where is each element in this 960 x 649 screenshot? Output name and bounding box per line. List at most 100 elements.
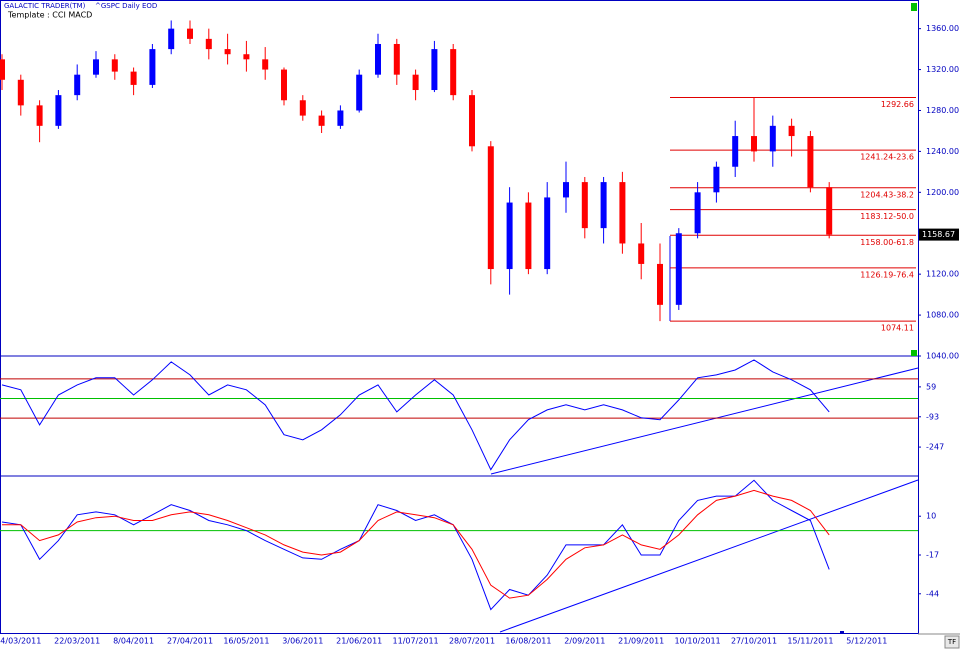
cci-trendline [490, 367, 919, 475]
fib-label: 1126.19-76.4 [860, 270, 914, 279]
candle-body [600, 182, 607, 229]
y-tick-label: 1040.00 [926, 352, 959, 361]
candle-body [224, 49, 231, 55]
x-tick-label: 16/05/2011 [223, 637, 269, 646]
macd-trendline [499, 479, 919, 633]
panel-handle[interactable] [911, 350, 917, 356]
y-tick-label: 1280.00 [926, 106, 959, 115]
candle-body [299, 100, 306, 116]
x-tick-label: 3/06/2011 [282, 637, 323, 646]
candle-body [168, 28, 175, 50]
fib-label: 1074.11 [881, 324, 914, 333]
x-tick-label: 21/06/2011 [336, 637, 382, 646]
last-price-label: 1158.67 [922, 230, 955, 239]
candle-body [262, 59, 269, 70]
candle-body [788, 125, 795, 137]
candle-body [675, 233, 682, 305]
tf-button[interactable] [944, 635, 960, 649]
candle-body [205, 38, 212, 50]
panel-handle[interactable] [911, 3, 917, 11]
x-tick-label: 8/04/2011 [113, 637, 154, 646]
candle-body [149, 49, 156, 85]
plot-frame [0, 0, 919, 634]
x-tick-label: 4/03/2011 [0, 637, 41, 646]
y-tick-label: -247 [926, 443, 944, 452]
candle-body [55, 95, 62, 126]
candle-body [187, 28, 193, 39]
y-tick-label: 1200.00 [926, 188, 959, 197]
candle-body [769, 125, 776, 152]
template: Template : CCI MACD [7, 11, 92, 20]
x-tick-label: 16/08/2011 [505, 637, 551, 646]
y-tick-label: -44 [926, 589, 939, 598]
candle-body [111, 59, 118, 72]
candle-body [93, 59, 99, 75]
candle-body [337, 110, 344, 126]
candle-body [581, 182, 588, 229]
indicator-line [2, 489, 830, 599]
x-tick-label: 27/10/2011 [731, 637, 777, 646]
candle-body [375, 43, 381, 75]
app-title: GALACTIC TRADER(TM) [4, 2, 86, 10]
x-tick-label: 10/10/2011 [675, 637, 721, 646]
candle-body [17, 79, 24, 106]
last-price-box [919, 228, 959, 241]
y-tick-label: 1320.00 [926, 65, 959, 74]
x-tick-label: 21/09/2011 [618, 637, 664, 646]
candle-body [243, 54, 250, 60]
y-tick-label: 1120.00 [926, 270, 959, 279]
x-tick-label: 27/04/2011 [167, 637, 213, 646]
y-tick-label: 1240.00 [926, 147, 959, 156]
candle-body [74, 74, 81, 96]
x-tick-label: 22/03/2011 [54, 637, 100, 646]
x-tick-label: 15/11/2011 [787, 637, 833, 646]
candle-body [130, 71, 137, 85]
candle-body [619, 182, 626, 244]
candle-body [487, 146, 494, 270]
candle-body [525, 202, 532, 270]
indicator-line [1, 479, 830, 611]
candle-body [563, 182, 569, 198]
y-tick-label: 1080.00 [926, 311, 959, 320]
candle-body [469, 95, 475, 147]
fib-label: 1204.43-38.2 [860, 190, 914, 199]
candle-body [544, 197, 551, 270]
candle-body [807, 136, 814, 188]
candle-body [36, 105, 43, 126]
y-tick-label: 1360.00 [926, 24, 959, 33]
fib-label: 1292.66 [881, 100, 914, 109]
candle-body [826, 187, 833, 235]
candle-body [0, 59, 5, 80]
tf-button-label[interactable]: TF [947, 638, 956, 646]
y-tick-label: 10 [926, 512, 936, 521]
candle-body [431, 49, 438, 91]
candle-body [506, 202, 513, 270]
candle-body [657, 263, 663, 305]
candle-body [412, 74, 419, 91]
y-tick-label: -17 [926, 551, 939, 560]
candle-body [450, 49, 457, 96]
x-tick-label: 11/07/2011 [393, 637, 439, 646]
fib-label: 1183.12-50.0 [860, 212, 914, 221]
x-tick-label: 5/12/2011 [846, 637, 887, 646]
candle-body [694, 192, 701, 234]
scroll-marker [840, 631, 844, 634]
y-tick-label: 59 [926, 382, 936, 391]
candle-body [356, 74, 363, 111]
y-tick-label: -93 [926, 412, 939, 421]
candle-body [751, 136, 757, 152]
fib-label: 1241.24-23.6 [860, 153, 914, 162]
candle-body [732, 136, 739, 167]
x-tick-label: 2/09/2011 [564, 637, 605, 646]
fib-label: 1158.00-61.8 [860, 238, 914, 247]
indicator-line [1, 359, 830, 471]
candle-body [318, 115, 325, 126]
candle-body [281, 69, 287, 101]
x-tick-label: 28/07/2011 [449, 637, 495, 646]
candle-body [713, 166, 720, 193]
candle-body [638, 243, 645, 264]
candle-body [393, 43, 400, 75]
